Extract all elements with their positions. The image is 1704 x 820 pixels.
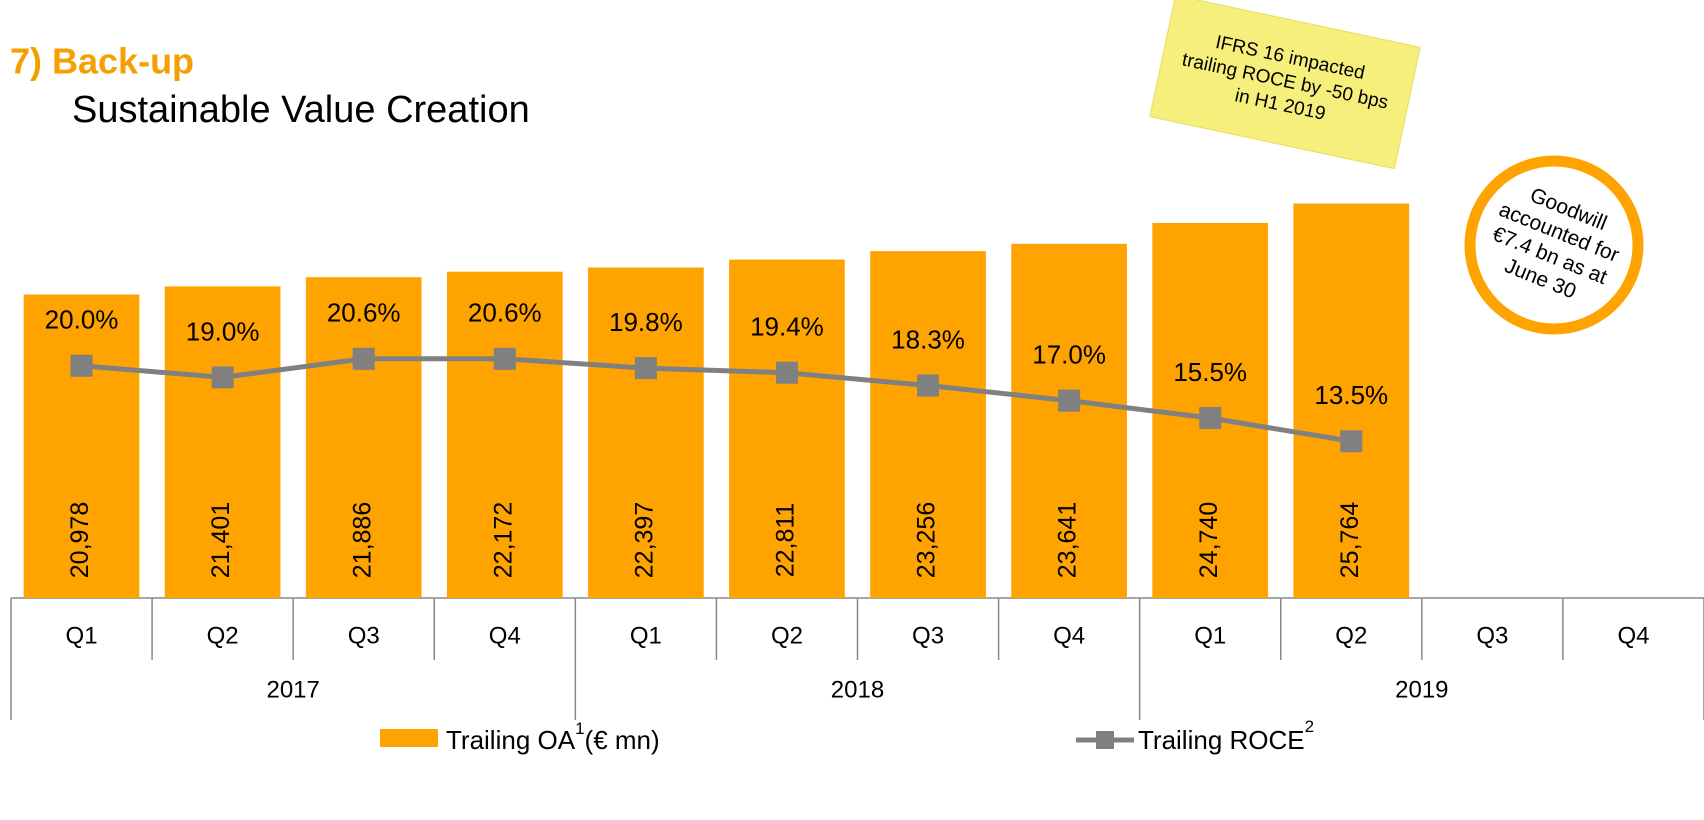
bar (305, 277, 422, 598)
bar (729, 259, 845, 598)
x-tick-label: Q3 (348, 622, 380, 649)
line-value-label: 17.0% (1032, 339, 1106, 369)
legend-label: Trailing ROCE2 (1138, 717, 1314, 754)
x-tick-label: Q1 (630, 622, 662, 649)
bar (588, 267, 704, 598)
bar-value-label: 21,886 (348, 502, 376, 578)
bar-value-label: 22,397 (630, 502, 658, 578)
x-tick-label: Q2 (207, 622, 239, 649)
year-label: 2019 (1395, 676, 1448, 703)
x-tick-label: Q3 (912, 622, 944, 649)
year-label: 2017 (266, 676, 319, 703)
bar-value-label: 23,641 (1054, 502, 1082, 578)
line (81, 356, 1352, 444)
bar (164, 286, 281, 598)
legend-label: Trailing OA1(€ mn) (446, 719, 660, 754)
line-marker (634, 357, 657, 380)
year-label: 2018 (831, 676, 884, 703)
line-marker (1058, 389, 1081, 412)
line-value-label: 19.4% (750, 312, 824, 342)
line-marker (775, 361, 798, 384)
line-marker (211, 366, 234, 389)
line-marker (917, 374, 940, 397)
line-value-label: 19.8% (609, 307, 683, 337)
legend-footnote: 1 (575, 719, 584, 738)
bar-value-label: 24,740 (1195, 502, 1223, 578)
x-tick-label: Q1 (66, 622, 98, 649)
line-value-label: 19.0% (186, 316, 260, 346)
line-value-label: 20.6% (468, 298, 542, 328)
line-marker (352, 347, 375, 370)
bar-value-label: 22,172 (489, 502, 517, 578)
badge-circle (1464, 155, 1644, 335)
x-tick-label: Q4 (1617, 622, 1649, 649)
bar (1293, 203, 1410, 598)
line-value-label: 20.6% (327, 298, 401, 328)
legend-marker (1096, 731, 1114, 749)
bar-value-label: 21,401 (207, 502, 235, 578)
bar-value-label: 23,256 (913, 502, 941, 578)
line-marker (70, 354, 93, 377)
bar (23, 294, 140, 598)
sticky-note-bg (1149, 0, 1421, 170)
x-tick-label: Q4 (1053, 622, 1085, 649)
bar (870, 251, 986, 599)
legend-unit: (€ mn) (585, 725, 660, 755)
legend-name: Trailing OA (446, 725, 576, 755)
legend-name: Trailing ROCE (1138, 725, 1305, 755)
x-tick-label: Q1 (1194, 622, 1226, 649)
line-value-label: 15.5% (1173, 357, 1247, 387)
line-marker (1340, 430, 1363, 453)
x-tick-label: Q4 (489, 622, 521, 649)
x-tick-label: Q2 (771, 622, 803, 649)
bar-value-label: 20,978 (66, 502, 94, 578)
x-tick-label: Q2 (1335, 622, 1367, 649)
chart-title: 7) Back-up (10, 41, 194, 82)
line-marker (493, 347, 516, 370)
bar-value-label: 25,764 (1336, 502, 1364, 579)
line-marker (1199, 407, 1222, 430)
x-tick-label: Q3 (1476, 622, 1508, 649)
legend-footnote: 2 (1305, 717, 1314, 736)
line-value-label: 18.3% (891, 324, 965, 354)
legend-swatch (380, 729, 438, 747)
chart-subtitle: Sustainable Value Creation (72, 89, 530, 131)
line-value-label: 20.0% (45, 305, 119, 335)
line-value-label: 13.5% (1314, 380, 1388, 410)
bar (446, 271, 563, 598)
bar (1011, 243, 1127, 599)
bar-value-label: 22,811 (772, 503, 800, 578)
